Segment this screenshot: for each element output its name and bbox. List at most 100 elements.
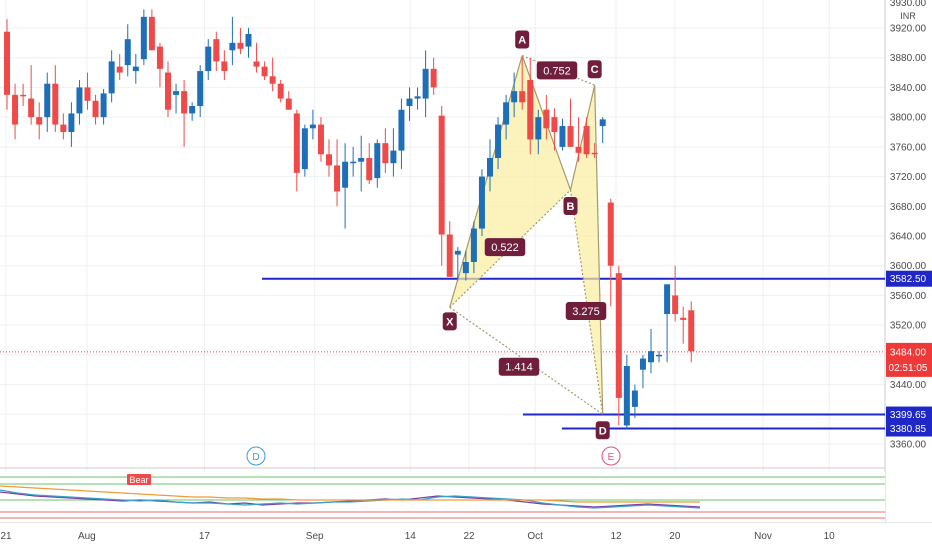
indicator-line [0,485,700,503]
candle-body [165,72,171,110]
level-price-box [886,406,932,423]
level-price-box [886,270,932,287]
candle-body [543,109,550,129]
candle-body [454,250,461,255]
candle-body [487,158,493,177]
pattern-point-label: C [591,64,599,76]
candle-body [470,228,477,262]
candle-body [261,66,268,77]
pattern-ratio-ac [521,54,595,86]
pattern-ratio-box [484,238,526,257]
price-tick-label: 3360.00 [890,440,927,451]
level-price-box [886,420,932,437]
candle-body [623,366,630,426]
time-tick-label: 17 [199,531,211,542]
candle-body [631,390,638,407]
price-tick-label: 3920.00 [890,24,927,35]
candle-body [92,100,99,118]
candle-body [36,117,43,125]
pattern-ratio-box [565,302,607,321]
time-tick-label: 20 [669,531,681,542]
candle-body [567,126,574,147]
pattern-point-box [587,60,602,79]
candle-body [132,66,139,72]
candle-body [140,16,147,60]
pattern-ratio-label: 0.522 [491,242,519,254]
indicator-line [0,491,701,508]
price-tick-label: 3600.00 [890,261,927,272]
pattern-point-label: X [446,316,454,328]
pattern-fill [570,85,603,415]
candle-body [422,68,429,99]
candle-body [293,113,300,173]
candle-body [639,358,646,370]
candle-body [358,158,365,162]
candle-body [84,87,91,101]
candle-body [664,284,671,314]
pattern-ratio-label: 0.752 [543,65,571,77]
candle-body [511,91,518,103]
candle-body [285,98,292,110]
candle-body [301,128,308,170]
candle-body [535,117,542,140]
candle-body [28,98,35,118]
candle-body [519,91,526,103]
candle-body [76,87,83,114]
event-marker [601,446,621,466]
candle-body [390,150,397,164]
bear-badge-label: Bear [129,475,148,485]
level-price-label: 3582.50 [890,274,927,285]
pattern-ratio-box [498,357,540,376]
event-marker [246,446,266,466]
candle-body [382,143,389,164]
price-tick-label: 3680.00 [890,202,927,213]
bear-badge [127,474,151,485]
time-tick-label: 10 [824,531,836,542]
pattern-point-label: B [567,201,575,213]
price-tick-label: 3520.00 [890,321,927,332]
time-tick-label: Aug [78,531,96,542]
candle-body [342,161,349,188]
candle-body [326,154,332,166]
horizontal-levels [262,277,885,430]
pattern-point-label: A [518,34,526,46]
candle-body [350,161,357,164]
pattern-leg-cd [594,85,604,415]
candle-body [100,93,107,118]
candle-body [527,80,534,140]
candle-body [680,317,687,320]
price-tick-label: 3800.00 [890,113,927,124]
candle-body [334,165,341,192]
currency-label: INR [900,11,916,21]
pattern-point-box [563,196,578,215]
candle-body [221,61,228,72]
candle-body [181,91,188,114]
candle-body [173,91,180,95]
candle-body [615,273,622,398]
time-tick-label: 21 [0,531,12,542]
time-tick-label: Oct [527,531,543,542]
candle-body [446,234,453,277]
candle-body [60,124,67,132]
candle-body [213,39,220,62]
price-tick-label: 3880.00 [890,53,927,64]
pattern-leg-bc [569,85,596,191]
candle-body [156,46,163,69]
candle-body [414,96,421,99]
candle-body [583,126,590,155]
pattern-point-box [515,30,530,49]
candle-body [374,143,381,179]
pattern-leg-xa [449,55,523,308]
candle-body [68,113,75,132]
pattern-ratio-label: 3.275 [572,306,600,318]
candle-body [277,83,284,99]
countdown-label: 02:51:05 [889,363,928,374]
price-header: 3930.00 [890,0,927,9]
candle-body [189,106,196,114]
candle-body [205,46,212,72]
candle-body [551,117,558,132]
candle-body [52,83,59,125]
